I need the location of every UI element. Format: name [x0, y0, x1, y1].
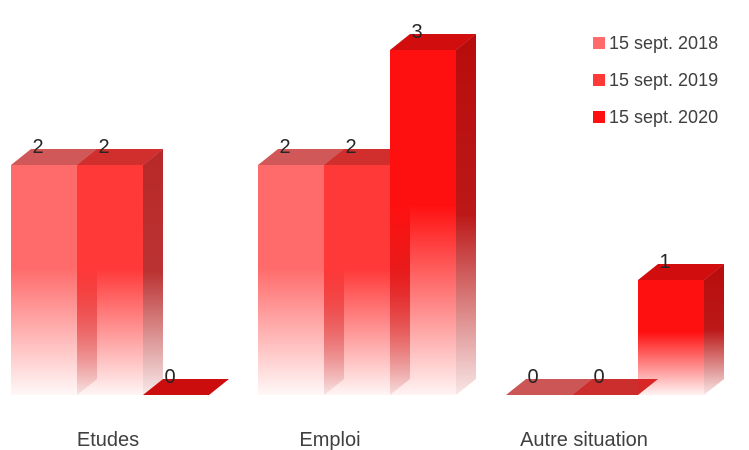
data-label: 0: [593, 366, 604, 388]
legend-label: 15 sept. 2019: [609, 70, 718, 90]
data-label: 0: [164, 366, 175, 388]
bars-group: [11, 34, 724, 395]
data-label: 1: [659, 251, 670, 273]
legend-label: 15 sept. 2018: [609, 33, 718, 53]
legend-label: 15 sept. 2020: [609, 107, 718, 127]
data-label: 3: [411, 21, 422, 43]
category-label: Etudes: [77, 429, 139, 450]
data-labels-group: 2 2 0 2 2 3 0 0 1: [32, 21, 670, 388]
bar-emploi-2: [390, 34, 476, 395]
data-label: 0: [527, 366, 538, 388]
bar-etudes-1: [77, 149, 163, 395]
legend-swatch: [593, 111, 605, 123]
legend-item: 15 sept. 2019: [593, 70, 718, 90]
legend: 15 sept. 2018 15 sept. 2019 15 sept. 2020: [593, 33, 718, 127]
legend-swatch: [593, 74, 605, 86]
bar-autre-situation-0: [506, 379, 592, 395]
bar-autre-situation-2: [638, 264, 724, 395]
data-label: 2: [279, 136, 290, 158]
category-labels-group: Etudes Emploi Autre situation: [77, 429, 648, 450]
legend-swatch: [593, 37, 605, 49]
legend-item: 15 sept. 2018: [593, 33, 718, 53]
data-label: 2: [98, 136, 109, 158]
data-label: 2: [345, 136, 356, 158]
category-label: Emploi: [299, 429, 360, 450]
bar-autre-situation-1: [572, 379, 658, 395]
data-label: 2: [32, 136, 43, 158]
legend-item: 15 sept. 2020: [593, 107, 718, 127]
bar-etudes-2: [143, 379, 229, 395]
category-label: Autre situation: [520, 429, 648, 450]
